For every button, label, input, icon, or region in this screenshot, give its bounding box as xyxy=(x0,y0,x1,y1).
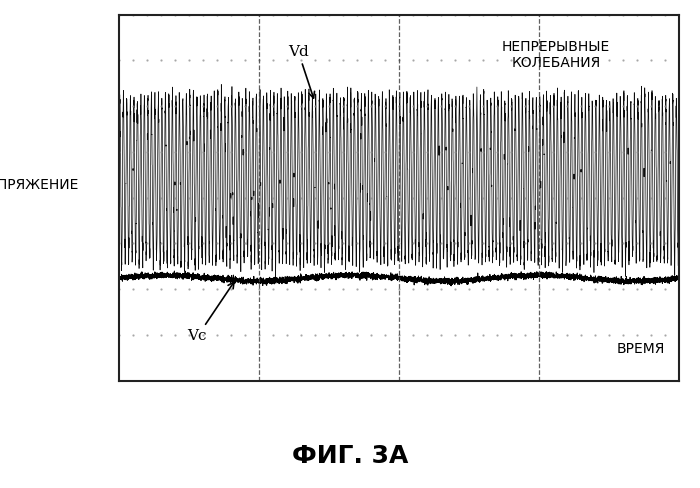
Text: НАПРЯЖЕНИЕ: НАПРЯЖЕНИЕ xyxy=(0,179,78,192)
Text: ФИГ. 3А: ФИГ. 3А xyxy=(292,445,408,468)
Text: НЕПРЕРЫВНЫЕ
КОЛЕБАНИЯ: НЕПРЕРЫВНЫЕ КОЛЕБАНИЯ xyxy=(502,40,610,70)
Text: Vd: Vd xyxy=(288,44,314,98)
Text: ВРЕМЯ: ВРЕМЯ xyxy=(617,342,665,356)
Text: Vc: Vc xyxy=(188,282,234,344)
